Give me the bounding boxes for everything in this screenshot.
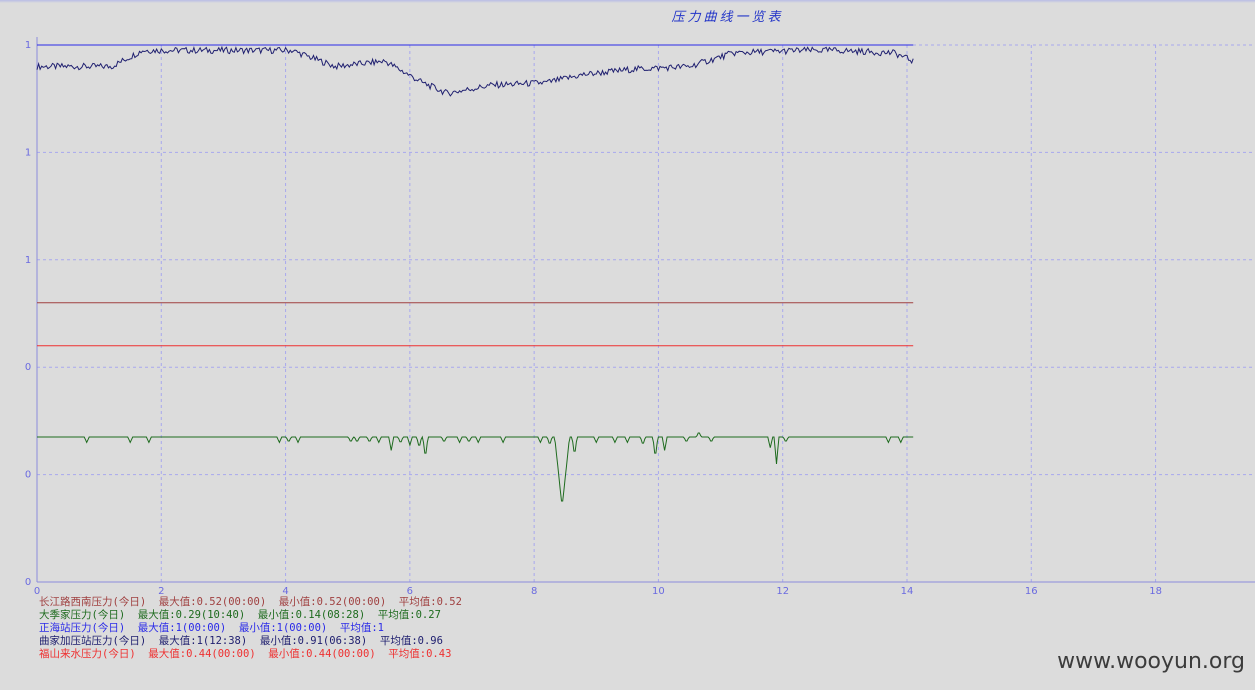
- x-tick-label: 18: [1149, 586, 1162, 597]
- y-tick-label: 1: [25, 255, 31, 266]
- watermark: www.wooyun.org: [1057, 649, 1245, 674]
- y-tick-label: 0: [25, 362, 31, 373]
- legend-entry: 长江路西南压力(今日) 最大值:0.52(00:00) 最小值:0.52(00:…: [39, 596, 462, 608]
- top-border: [0, 0, 1255, 3]
- x-tick-label: 16: [1025, 586, 1038, 597]
- x-tick-label: 0: [34, 586, 40, 597]
- x-tick-label: 12: [776, 586, 789, 597]
- legend-entry: 曲家加压站压力(今日) 最大值:1(12:38) 最小值:0.91(06:38)…: [39, 635, 443, 647]
- y-tick-label: 1: [25, 147, 31, 158]
- series-line: [36, 45, 914, 97]
- series-line: [37, 432, 914, 502]
- y-tick-label: 0: [25, 470, 31, 481]
- x-tick-label: 4: [282, 586, 288, 597]
- y-tick-label: 1: [25, 40, 31, 51]
- chart-title: 压力曲线一览表: [671, 10, 784, 25]
- x-tick-label: 8: [531, 586, 537, 597]
- x-tick-label: 2: [158, 586, 164, 597]
- legend-entry: 正海站压力(今日) 最大值:1(00:00) 最小值:1(00:00) 平均值:…: [39, 622, 385, 634]
- chart-legend: 长江路西南压力(今日) 最大值:0.52(00:00) 最小值:0.52(00:…: [39, 596, 462, 661]
- x-tick-label: 10: [652, 586, 665, 597]
- x-tick-label: 14: [901, 586, 914, 597]
- legend-entry: 福山来水压力(今日) 最大值:0.44(00:00) 最小值:0.44(00:0…: [39, 648, 452, 660]
- x-tick-label: 6: [407, 586, 413, 597]
- y-tick-label: 0: [25, 577, 31, 588]
- legend-entry: 大季家压力(今日) 最大值:0.29(10:40) 最小值:0.14(08:28…: [39, 609, 441, 621]
